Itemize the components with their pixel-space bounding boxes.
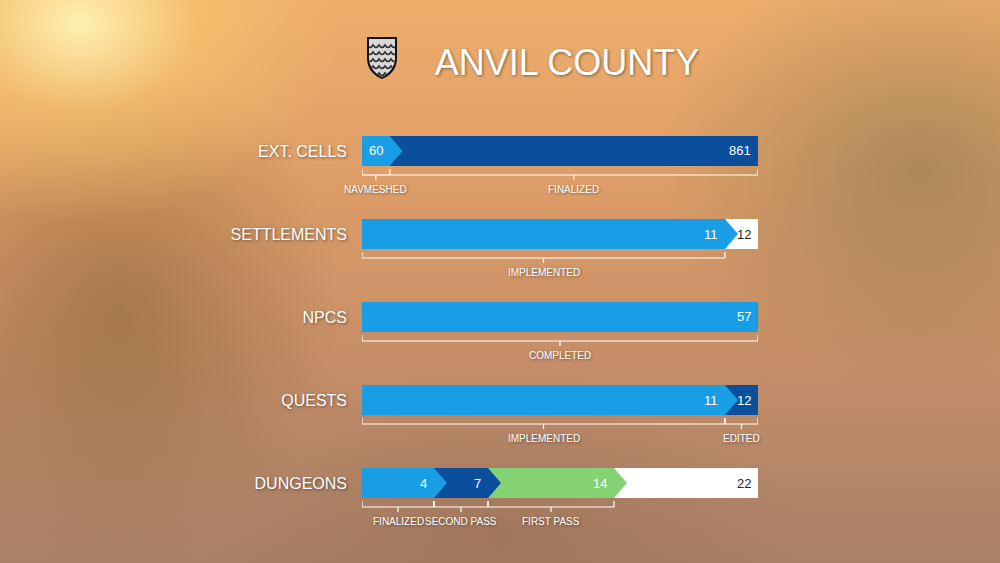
- svg-text:12: 12: [737, 227, 751, 242]
- svg-text:FIRST PASS: FIRST PASS: [522, 516, 580, 527]
- svg-text:57: 57: [737, 309, 751, 324]
- svg-text:EXT. CELLS: EXT. CELLS: [258, 143, 347, 160]
- svg-text:ANVIL COUNTY: ANVIL COUNTY: [435, 42, 700, 83]
- svg-text:861: 861: [729, 143, 751, 158]
- svg-text:NPCS: NPCS: [303, 309, 347, 326]
- svg-text:FINALIZED: FINALIZED: [373, 516, 424, 527]
- svg-text:DUNGEONS: DUNGEONS: [255, 475, 347, 492]
- svg-text:FINALIZED: FINALIZED: [548, 184, 599, 195]
- svg-text:COMPLETED: COMPLETED: [529, 350, 591, 361]
- svg-text:60: 60: [369, 143, 383, 158]
- svg-text:NAVMESHED: NAVMESHED: [344, 184, 407, 195]
- svg-text:11: 11: [704, 393, 718, 408]
- svg-text:22: 22: [737, 476, 751, 491]
- svg-text:IMPLEMENTED: IMPLEMENTED: [508, 267, 580, 278]
- svg-text:QUESTS: QUESTS: [281, 392, 347, 409]
- svg-text:11: 11: [704, 227, 718, 242]
- svg-text:4: 4: [420, 476, 427, 491]
- svg-text:14: 14: [593, 476, 607, 491]
- svg-text:EDITED: EDITED: [723, 433, 760, 444]
- svg-text:SECOND PASS: SECOND PASS: [425, 516, 497, 527]
- svg-text:SETTLEMENTS: SETTLEMENTS: [231, 226, 347, 243]
- svg-text:12: 12: [737, 393, 751, 408]
- svg-text:7: 7: [474, 476, 481, 491]
- svg-text:IMPLEMENTED: IMPLEMENTED: [508, 433, 580, 444]
